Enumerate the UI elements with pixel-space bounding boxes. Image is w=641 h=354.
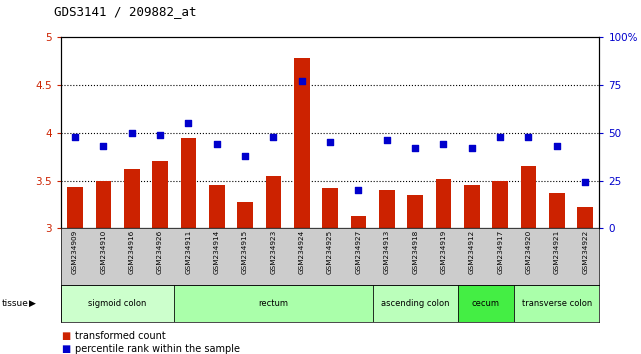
Point [183, 120, 194, 126]
Bar [61, 285, 174, 322]
Text: ascending colon: ascending colon [381, 299, 449, 308]
Point [325, 139, 335, 145]
Bar [96, 181, 111, 228]
Text: GSM234915: GSM234915 [242, 230, 248, 274]
Bar [237, 201, 253, 228]
Text: GDS3141 / 209882_at: GDS3141 / 209882_at [54, 5, 197, 18]
Text: GSM234925: GSM234925 [327, 230, 333, 274]
Text: GSM234921: GSM234921 [554, 230, 560, 274]
Bar [294, 58, 310, 228]
Text: cecum: cecum [472, 299, 500, 308]
Bar [322, 188, 338, 228]
Bar [492, 181, 508, 228]
Text: GSM234916: GSM234916 [129, 230, 135, 274]
Bar [514, 285, 599, 322]
Bar [436, 179, 451, 228]
Point [523, 134, 533, 139]
Text: GSM234913: GSM234913 [384, 230, 390, 274]
Point [381, 138, 392, 143]
Point [467, 145, 477, 151]
Point [240, 153, 250, 159]
Bar [549, 193, 565, 228]
Text: GSM234924: GSM234924 [299, 230, 304, 274]
Point [297, 78, 307, 84]
Point [127, 130, 137, 136]
Text: GSM234910: GSM234910 [101, 230, 106, 274]
Text: GSM234911: GSM234911 [185, 230, 192, 274]
Text: GSM234922: GSM234922 [582, 230, 588, 274]
Text: GSM234926: GSM234926 [157, 230, 163, 274]
Text: ▶: ▶ [29, 299, 36, 308]
Bar [209, 185, 224, 228]
Bar [351, 216, 366, 228]
Text: GSM234912: GSM234912 [469, 230, 475, 274]
Point [495, 134, 505, 139]
Point [98, 143, 108, 149]
Text: rectum: rectum [258, 299, 288, 308]
Point [269, 134, 279, 139]
Text: GSM234918: GSM234918 [412, 230, 418, 274]
Point [552, 143, 562, 149]
Text: ■: ■ [61, 344, 70, 354]
Text: GSM234919: GSM234919 [440, 230, 447, 274]
Point [212, 141, 222, 147]
Bar [153, 161, 168, 228]
Bar [464, 185, 479, 228]
Bar [67, 187, 83, 228]
Point [70, 134, 80, 139]
Text: GSM234923: GSM234923 [271, 230, 276, 274]
Bar [174, 285, 372, 322]
Text: GSM234920: GSM234920 [526, 230, 531, 274]
Bar [372, 285, 458, 322]
Point [353, 187, 363, 193]
Bar [265, 176, 281, 228]
Bar [181, 137, 196, 228]
Bar [458, 285, 514, 322]
Bar [578, 207, 593, 228]
Text: GSM234927: GSM234927 [356, 230, 362, 274]
Text: percentile rank within the sample: percentile rank within the sample [75, 344, 240, 354]
Point [155, 132, 165, 137]
Text: tissue: tissue [2, 299, 29, 308]
Text: transverse colon: transverse colon [522, 299, 592, 308]
Point [410, 145, 420, 151]
Text: GSM234917: GSM234917 [497, 230, 503, 274]
Bar [407, 195, 423, 228]
Text: sigmoid colon: sigmoid colon [88, 299, 147, 308]
Text: ■: ■ [61, 331, 70, 341]
Text: transformed count: transformed count [75, 331, 166, 341]
Bar [124, 169, 140, 228]
Point [580, 179, 590, 185]
Bar [379, 190, 395, 228]
Bar [520, 166, 537, 228]
Text: GSM234914: GSM234914 [213, 230, 220, 274]
Text: GSM234909: GSM234909 [72, 230, 78, 274]
Point [438, 141, 449, 147]
